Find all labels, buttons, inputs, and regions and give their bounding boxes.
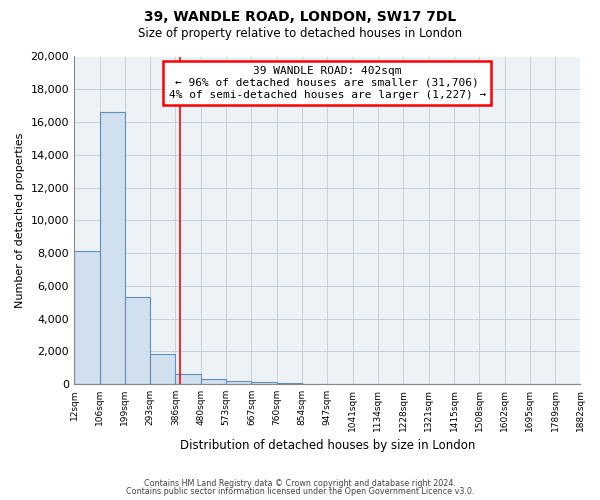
Y-axis label: Number of detached properties: Number of detached properties: [15, 132, 25, 308]
Text: Contains public sector information licensed under the Open Government Licence v3: Contains public sector information licen…: [126, 487, 474, 496]
Text: Contains HM Land Registry data © Crown copyright and database right 2024.: Contains HM Land Registry data © Crown c…: [144, 478, 456, 488]
Bar: [277, 382, 302, 384]
Bar: [100, 112, 125, 384]
Bar: [201, 380, 226, 384]
Bar: [125, 298, 150, 384]
Text: 39 WANDLE ROAD: 402sqm
← 96% of detached houses are smaller (31,706)
4% of semi-: 39 WANDLE ROAD: 402sqm ← 96% of detached…: [169, 66, 486, 100]
Bar: [150, 354, 175, 384]
Bar: [251, 382, 277, 384]
Bar: [175, 374, 201, 384]
Text: 39, WANDLE ROAD, LONDON, SW17 7DL: 39, WANDLE ROAD, LONDON, SW17 7DL: [144, 10, 456, 24]
Bar: [226, 381, 251, 384]
Text: Size of property relative to detached houses in London: Size of property relative to detached ho…: [138, 28, 462, 40]
X-axis label: Distribution of detached houses by size in London: Distribution of detached houses by size …: [179, 440, 475, 452]
Bar: [74, 252, 100, 384]
